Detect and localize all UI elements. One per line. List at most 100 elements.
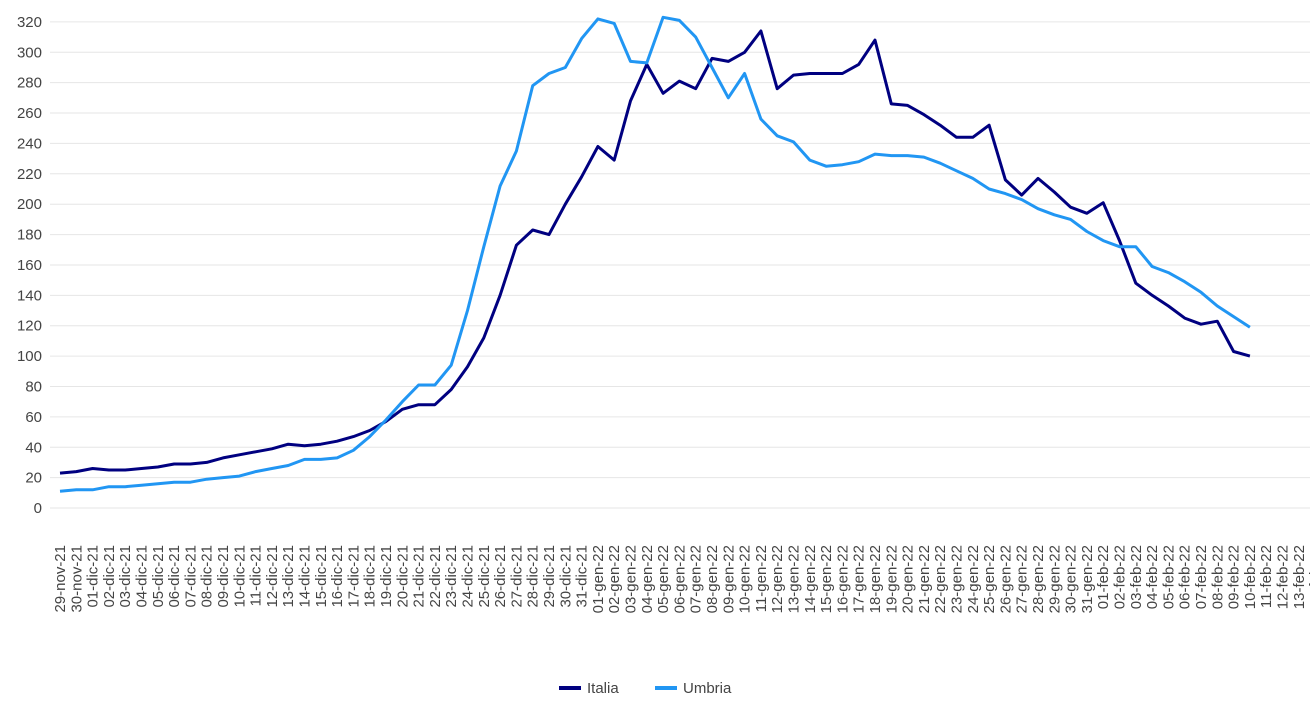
- y-tick-label: 120: [17, 318, 42, 335]
- y-tick-label: 0: [34, 500, 42, 517]
- x-tick-label: 13-dic-21: [280, 545, 297, 608]
- x-tick-label: 20-gen-22: [900, 545, 917, 613]
- x-tick-label: 14-dic-21: [297, 545, 314, 608]
- x-tick-label: 30-nov-21: [68, 545, 85, 613]
- x-tick-label: 02-feb-22: [1112, 545, 1129, 609]
- x-tick-label: 03-gen-22: [623, 545, 640, 613]
- x-tick-label: 18-dic-21: [362, 545, 379, 608]
- x-tick-label: 31-gen-22: [1079, 545, 1096, 613]
- x-tick-label: 20-dic-21: [394, 545, 411, 608]
- line-series: [59, 29, 1251, 475]
- x-tick-label: 21-dic-21: [411, 545, 428, 608]
- y-tick-label: 200: [17, 196, 42, 213]
- x-tick-label: 26-gen-22: [997, 545, 1014, 613]
- x-tick-label: 25-gen-22: [981, 545, 998, 613]
- y-tick-label: 20: [25, 470, 42, 487]
- x-tick-label: 02-gen-22: [606, 545, 623, 613]
- x-tick-label: 04-dic-21: [134, 545, 151, 608]
- x-tick-label: 09-dic-21: [215, 545, 232, 608]
- y-tick-label: 160: [17, 257, 42, 274]
- x-tick-label: 17-dic-21: [345, 545, 362, 608]
- x-tick-label: 27-gen-22: [1014, 545, 1031, 613]
- y-tick-label: 140: [17, 287, 42, 304]
- x-tick-label: 21-gen-22: [916, 545, 933, 613]
- x-tick-label: 09-gen-22: [720, 545, 737, 613]
- x-tick-label: 13-feb-22: [1291, 545, 1308, 609]
- y-tick-label: 320: [17, 14, 42, 31]
- x-tick-label: 18-gen-22: [867, 545, 884, 613]
- x-tick-label: 24-gen-22: [965, 545, 982, 613]
- y-tick-label: 40: [25, 439, 42, 456]
- x-tick-label: 03-feb-22: [1128, 545, 1145, 609]
- x-tick-label: 24-dic-21: [460, 545, 477, 608]
- x-tick-label: 31-dic-21: [574, 545, 591, 608]
- x-tick-label: 08-feb-22: [1209, 545, 1226, 609]
- x-tick-label: 23-gen-22: [949, 545, 966, 613]
- x-tick-label: 01-dic-21: [85, 545, 102, 608]
- x-tick-label: 07-dic-21: [182, 545, 199, 608]
- y-tick-label: 180: [17, 227, 42, 244]
- x-tick-label: 28-gen-22: [1030, 545, 1047, 613]
- x-tick-label: 27-dic-21: [508, 545, 525, 608]
- x-tick-label: 19-gen-22: [883, 545, 900, 613]
- x-tick-label: 11-dic-21: [248, 545, 265, 606]
- x-tick-label: 10-gen-22: [737, 545, 754, 613]
- x-tick-label: 26-dic-21: [492, 545, 509, 608]
- x-tick-label: 10-dic-21: [231, 545, 248, 608]
- y-tick-label: 80: [25, 378, 42, 395]
- x-tick-label: 07-gen-22: [688, 545, 705, 613]
- x-tick-label: 15-dic-21: [313, 545, 330, 608]
- x-tick-label: 05-gen-22: [655, 545, 672, 613]
- x-tick-label: 06-feb-22: [1177, 545, 1194, 609]
- y-tick-label: 220: [17, 166, 42, 183]
- x-tick-label: 12-feb-22: [1275, 545, 1292, 609]
- x-tick-label: 05-dic-21: [150, 545, 167, 608]
- x-tick-label: 16-gen-22: [834, 545, 851, 613]
- x-tick-label: 02-dic-21: [101, 545, 118, 608]
- x-tick-label: 09-feb-22: [1226, 545, 1243, 609]
- x-tick-label: 08-dic-21: [199, 545, 216, 608]
- x-tick-label: 14-feb-22: [1307, 545, 1310, 609]
- x-tick-label: 11-gen-22: [753, 545, 770, 612]
- x-tick-label: 04-gen-22: [639, 545, 656, 613]
- x-tick-label: 28-dic-21: [525, 545, 542, 608]
- y-tick-label: 60: [25, 409, 42, 426]
- x-tick-label: 05-feb-22: [1160, 545, 1177, 609]
- x-tick-label: 30-dic-21: [557, 545, 574, 608]
- x-tick-label: 14-gen-22: [802, 545, 819, 613]
- x-tick-label: 06-gen-22: [671, 545, 688, 613]
- y-tick-label: 300: [17, 44, 42, 61]
- legend-label: Umbria: [683, 680, 732, 697]
- x-tick-label: 12-gen-22: [769, 545, 786, 613]
- x-tick-label: 29-nov-21: [52, 545, 69, 613]
- x-tick-label: 29-gen-22: [1046, 545, 1063, 613]
- x-tick-label: 13-gen-22: [786, 545, 803, 613]
- x-tick-label: 12-dic-21: [264, 545, 281, 608]
- x-tick-label: 04-feb-22: [1144, 545, 1161, 609]
- x-tick-label: 01-gen-22: [590, 545, 607, 613]
- y-tick-label: 100: [17, 348, 42, 365]
- x-tick-label: 22-dic-21: [427, 545, 444, 608]
- x-tick-label: 22-gen-22: [932, 545, 949, 613]
- x-tick-label: 17-gen-22: [851, 545, 868, 613]
- x-tick-label: 01-feb-22: [1095, 545, 1112, 609]
- x-tick-label: 23-dic-21: [443, 545, 460, 608]
- x-tick-label: 15-gen-22: [818, 545, 835, 613]
- line-series: [59, 15, 1251, 493]
- legend-label: Italia: [587, 680, 619, 697]
- x-tick-label: 08-gen-22: [704, 545, 721, 613]
- x-tick-label: 11-feb-22: [1258, 545, 1275, 608]
- x-tick-label: 30-gen-22: [1063, 545, 1080, 613]
- x-tick-label: 06-dic-21: [166, 545, 183, 608]
- x-tick-label: 03-dic-21: [117, 545, 134, 608]
- x-tick-label: 19-dic-21: [378, 545, 395, 608]
- y-tick-label: 260: [17, 105, 42, 122]
- y-tick-label: 280: [17, 75, 42, 92]
- x-tick-label: 25-dic-21: [476, 545, 493, 608]
- x-tick-label: 16-dic-21: [329, 545, 346, 608]
- y-tick-label: 240: [17, 135, 42, 152]
- x-tick-label: 07-feb-22: [1193, 545, 1210, 609]
- x-tick-label: 29-dic-21: [541, 545, 558, 608]
- x-tick-label: 10-feb-22: [1242, 545, 1259, 609]
